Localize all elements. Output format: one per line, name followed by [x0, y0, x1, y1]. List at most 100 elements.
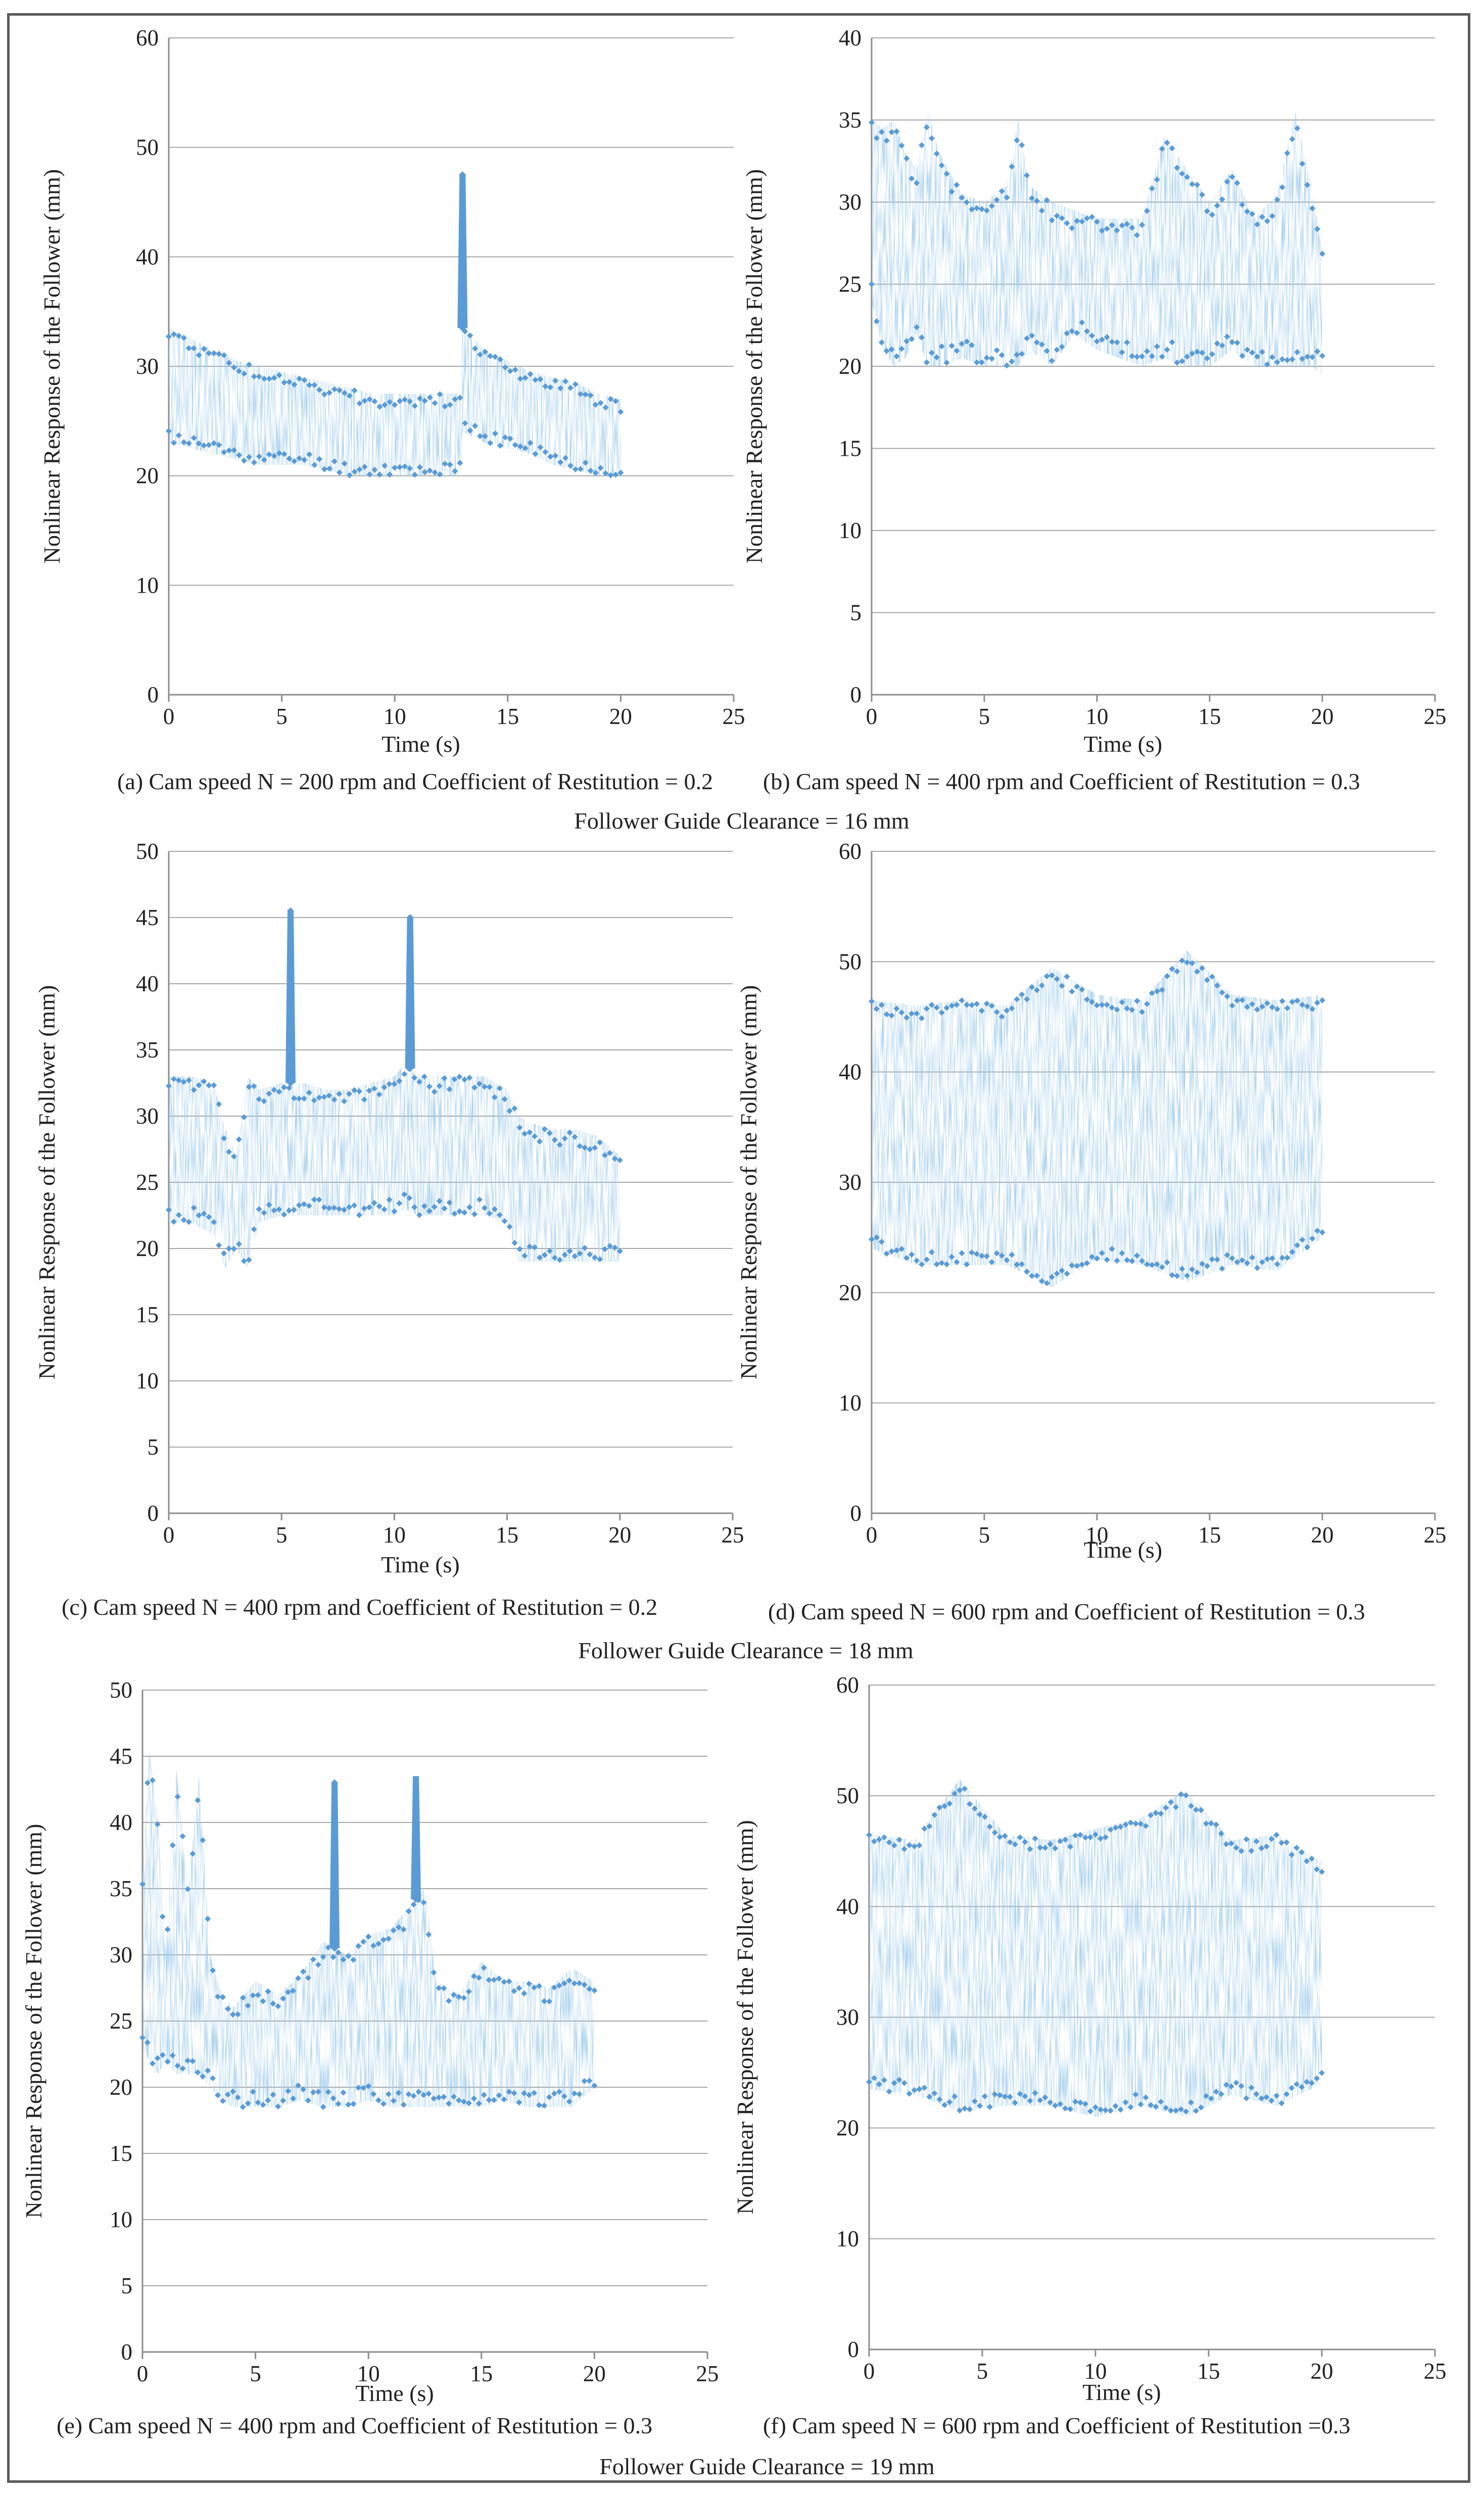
data-point: [1234, 1259, 1240, 1265]
data-point: [1048, 217, 1055, 224]
data-point: [139, 2034, 146, 2041]
data-point: [235, 1136, 242, 1143]
data-point: [1089, 1254, 1095, 1260]
data-point: [1043, 197, 1050, 204]
data-point: [1249, 211, 1256, 217]
data-point: [482, 433, 489, 440]
x-tick-label: 10: [1086, 1522, 1109, 1548]
data-point: [1102, 1834, 1109, 1841]
data-point: [270, 2091, 276, 2098]
y-tick-label: 25: [136, 1170, 159, 1195]
data-point: [1139, 222, 1145, 228]
data-point: [566, 2098, 572, 2105]
data-point: [873, 318, 880, 324]
data-point: [1258, 2095, 1265, 2102]
data-point: [532, 376, 539, 383]
data-point: [326, 1205, 332, 1212]
data-point: [517, 443, 523, 450]
data-point: [1178, 2106, 1184, 2112]
data-point: [486, 2097, 492, 2103]
data-point: [166, 333, 172, 340]
data-point: [441, 1985, 447, 1992]
data-point: [977, 2102, 983, 2109]
data-point: [381, 1206, 388, 1213]
data-point: [969, 206, 975, 213]
data-point: [326, 390, 333, 396]
data-point: [185, 1219, 192, 1225]
data-point: [245, 2100, 251, 2107]
y-tick-label: 10: [839, 518, 861, 543]
x-tick-label: 20: [1311, 1522, 1334, 1548]
x-tick-label: 5: [979, 704, 990, 729]
data-point: [486, 1210, 493, 1217]
x-tick-label: 15: [1198, 2359, 1220, 2384]
data-point: [206, 442, 212, 448]
data-point: [421, 398, 428, 404]
data-point: [616, 1248, 623, 1255]
data-point: [256, 453, 262, 460]
data-point: [557, 459, 564, 465]
data-point: [1059, 1267, 1065, 1274]
data-point: [184, 1886, 191, 1892]
y-axis-title: Nonlinear Response of the Follower (mm): [34, 985, 60, 1380]
data-point: [1233, 2080, 1239, 2086]
data-point: [261, 1210, 267, 1216]
x-axis-title: Time (s): [1082, 2379, 1161, 2405]
data-point: [1158, 2098, 1164, 2105]
x-axis-title: Time (s): [1084, 1537, 1163, 1563]
data-point: [1253, 1838, 1260, 1845]
data-point: [1294, 2081, 1300, 2087]
data-point: [1014, 996, 1020, 1002]
data-point: [506, 1978, 512, 1985]
data-point: [291, 1095, 297, 1101]
x-tick-label: 15: [496, 704, 519, 729]
data-point: [205, 2068, 211, 2074]
spike-point: [331, 1883, 339, 1890]
data-point: [501, 1218, 508, 1224]
data-point: [1019, 351, 1025, 357]
data-point: [1142, 2094, 1149, 2101]
data-point: [996, 2092, 1003, 2098]
data-point: [556, 1982, 562, 1989]
data-point: [903, 155, 910, 162]
data-point: [591, 1987, 598, 1994]
data-point: [341, 390, 348, 396]
data-point: [1029, 1273, 1035, 1279]
data-point: [1097, 2106, 1104, 2113]
data-point: [200, 1837, 206, 1843]
data-point: [396, 1200, 403, 1207]
data-point: [941, 1803, 948, 1809]
data-point: [491, 2097, 497, 2103]
spike-point: [331, 1779, 339, 1787]
data-point: [1074, 218, 1080, 224]
data-point: [1244, 1260, 1251, 1266]
data-point: [577, 1143, 583, 1149]
data-point: [876, 2081, 882, 2088]
data-point: [221, 1250, 227, 1257]
data-point: [551, 2090, 557, 2097]
data-point: [386, 1196, 393, 1203]
spike-point: [331, 1800, 339, 1807]
y-tick-label: 20: [836, 2116, 859, 2141]
data-point: [216, 351, 222, 357]
data-point: [296, 1202, 302, 1209]
data-point: [1089, 998, 1095, 1005]
data-point: [898, 1009, 905, 1016]
y-tick-label: 50: [136, 839, 159, 864]
data-point: [1203, 2093, 1210, 2099]
data-point: [546, 2094, 552, 2100]
data-point: [477, 433, 484, 440]
data-point: [196, 1212, 202, 1219]
data-point: [888, 1012, 895, 1019]
data-point: [991, 2091, 998, 2098]
spike-point: [459, 190, 466, 198]
data-point: [180, 439, 187, 446]
data-point: [1204, 208, 1211, 214]
data-point: [928, 350, 935, 356]
data-point: [1164, 347, 1170, 353]
data-point: [1154, 176, 1160, 183]
y-axis-title: Nonlinear Response of the Follower (mm): [732, 1820, 758, 2215]
data-point: [1209, 1256, 1215, 1263]
data-point: [457, 460, 463, 466]
data-point: [271, 374, 277, 381]
